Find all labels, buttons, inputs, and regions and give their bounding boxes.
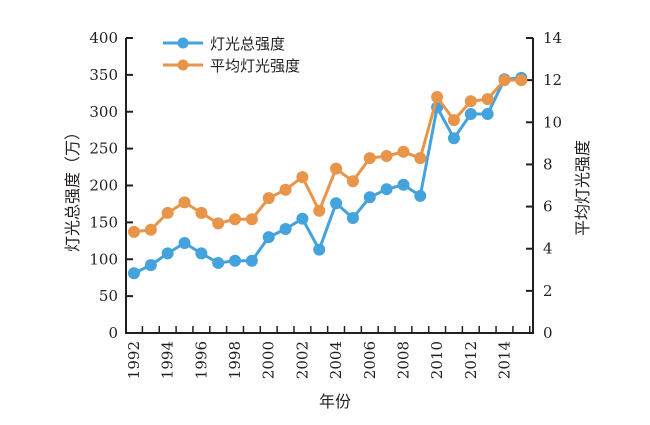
data-point xyxy=(229,213,242,226)
y-tick-label-right: 8 xyxy=(543,155,553,173)
data-point xyxy=(346,175,359,188)
y-tick-label-left: 250 xyxy=(89,140,118,158)
data-point xyxy=(279,183,292,196)
y-tick-label-left: 200 xyxy=(89,177,118,195)
data-point xyxy=(161,247,174,260)
data-point xyxy=(498,74,511,87)
x-tick-label: 2002 xyxy=(293,341,311,379)
data-point xyxy=(515,74,528,87)
y-axis-title-right: 平均灯光强度 xyxy=(573,140,592,236)
data-point xyxy=(128,267,140,280)
data-point xyxy=(380,150,393,162)
y-tick-label-left: 300 xyxy=(89,103,118,121)
data-point xyxy=(380,183,393,196)
data-point xyxy=(330,162,343,175)
series-average-light-intensity xyxy=(128,74,528,238)
y-tick-label-right: 0 xyxy=(543,324,553,342)
data-point xyxy=(397,145,410,158)
data-point xyxy=(262,231,275,244)
y-tick-label-right: 14 xyxy=(543,29,562,47)
legend-label: 平均灯光强度 xyxy=(210,57,300,75)
y-tick-label-left: 350 xyxy=(89,66,118,84)
legend-marker xyxy=(177,59,189,71)
x-tick-label: 1996 xyxy=(192,341,210,379)
data-point xyxy=(464,95,477,108)
x-tick-label: 2004 xyxy=(327,341,345,379)
data-point xyxy=(195,206,208,219)
y-tick-label-left: 100 xyxy=(89,250,118,268)
data-point xyxy=(229,254,242,267)
series-layer xyxy=(128,71,528,280)
data-point xyxy=(431,91,444,103)
data-point xyxy=(346,211,359,224)
x-tick-label: 1998 xyxy=(226,341,244,379)
data-point xyxy=(144,259,157,272)
y-tick-label-right: 6 xyxy=(543,198,553,216)
series-line xyxy=(133,78,522,234)
y-axis-title-left: 灯光总强度（万） xyxy=(63,124,82,252)
data-point xyxy=(161,206,174,219)
data-point xyxy=(195,247,208,260)
data-point xyxy=(262,192,275,205)
data-point xyxy=(464,107,477,120)
data-point xyxy=(128,225,140,238)
data-point xyxy=(212,256,225,269)
x-tick-label: 2008 xyxy=(394,341,412,379)
data-point xyxy=(212,217,225,230)
legend-label: 灯光总强度 xyxy=(210,35,285,53)
data-point xyxy=(414,152,427,165)
y-tick-label-left: 150 xyxy=(89,213,118,231)
data-point xyxy=(481,107,494,120)
data-point xyxy=(296,171,309,184)
data-point xyxy=(447,132,460,145)
y-tick-label-left: 0 xyxy=(108,324,118,342)
data-point xyxy=(481,93,494,106)
y-tick-label-right: 4 xyxy=(543,240,553,258)
data-point xyxy=(245,254,258,267)
data-point xyxy=(279,223,292,236)
x-tick-label: 2000 xyxy=(260,341,278,379)
y-tick-label-right: 2 xyxy=(543,282,553,300)
data-point xyxy=(414,189,427,202)
x-axis-title: 年份 xyxy=(319,392,351,411)
x-tick-label: 2006 xyxy=(361,341,379,379)
data-point xyxy=(330,197,343,210)
legend-marker xyxy=(177,37,189,49)
data-point xyxy=(296,212,309,225)
y-tick-label-left: 400 xyxy=(89,29,118,47)
data-point xyxy=(363,191,376,204)
x-tick-label: 2014 xyxy=(495,341,513,379)
series-line xyxy=(133,76,522,275)
data-point xyxy=(245,213,258,226)
x-tick-label: 1992 xyxy=(125,341,143,379)
data-point xyxy=(363,152,376,165)
x-tick-label: 1994 xyxy=(159,341,177,379)
data-point xyxy=(447,114,460,127)
data-point xyxy=(313,243,326,256)
x-tick-label: 2012 xyxy=(462,341,480,379)
x-tick-label: 2010 xyxy=(428,341,446,379)
data-point xyxy=(313,204,326,217)
y-tick-label-right: 10 xyxy=(543,113,562,131)
y-tick-label-left: 50 xyxy=(99,287,118,305)
axes: 0 50 100 150 200 250 300 350 400 0 2 4 6 8 10 12 14 1992 1… xyxy=(89,29,562,379)
data-point xyxy=(144,223,157,236)
y-tick-label-right: 12 xyxy=(543,71,562,89)
data-point xyxy=(178,196,191,209)
data-point xyxy=(178,237,191,250)
data-point xyxy=(397,178,410,191)
